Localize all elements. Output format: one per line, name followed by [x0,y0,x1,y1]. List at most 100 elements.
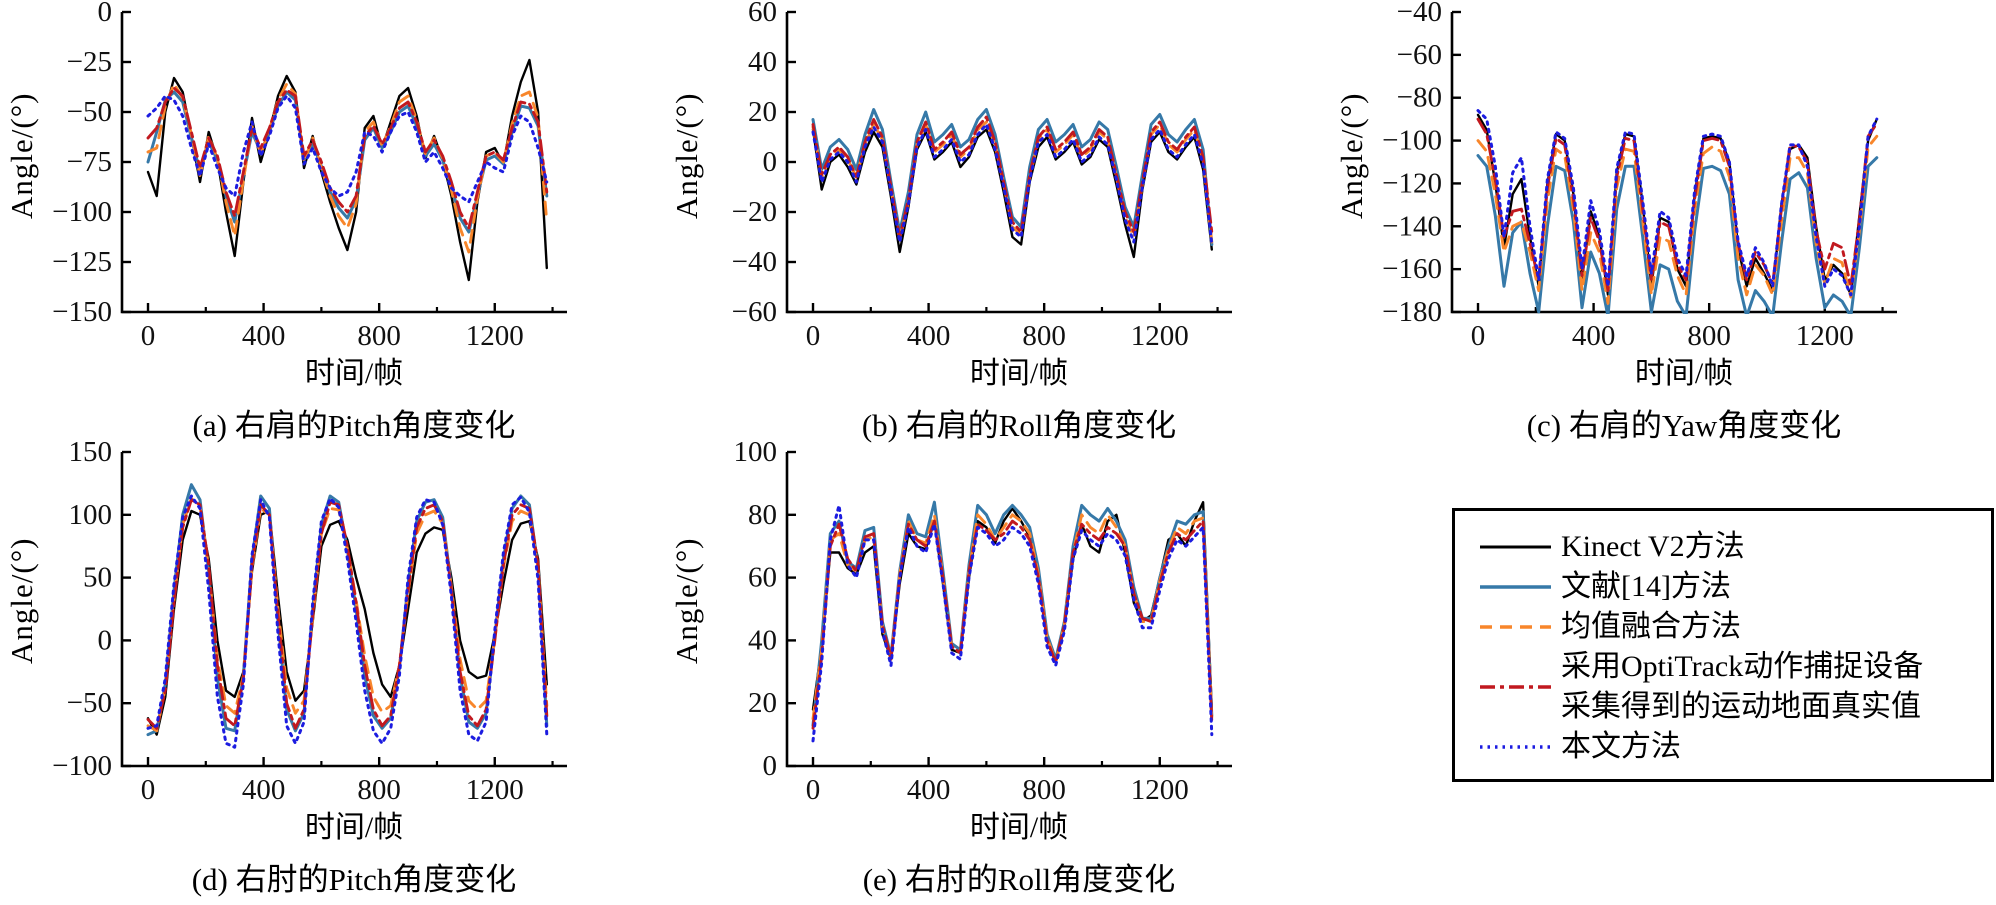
legend-label-line: 采用OptiTrack动作捕捉设备 [1561,650,1924,683]
chart-c-body: Angle/(°) −40 −60 −80 −100 −120 −140 −160 −180 0… [1330,0,1996,356]
chart-c: Angle/(°) −40 −60 −80 −100 −120 −140 −160 −180 0… [1330,0,1996,443]
y-tick-label: −180 [1382,296,1442,328]
legend-swatch-kinect-v2-line [1480,545,1551,549]
x-tick-label: 800 [357,774,401,806]
chart-a-y-axis-label: Angle/(°) [4,92,39,220]
legend-label-line: 文献[14]方法 [1561,570,1731,603]
y-tick-label: 0 [763,146,778,178]
y-tick-label: −25 [67,46,112,78]
legend-item-optitrack-ground-truth: 采用OptiTrack动作捕捉设备 采集得到的运动地面真实值 [1477,647,1983,727]
y-tick-label: −60 [1397,39,1442,71]
y-tick-label: −150 [52,296,112,328]
x-tick-label: 800 [1022,774,1066,806]
y-tick-label: 0 [98,0,113,28]
legend-label-line: 采集得到的运动地面真实值 [1561,690,1921,723]
chart-e-body: Angle/(°) 100 80 60 40 20 0 0 400 800 1200 [665,438,1330,810]
chart-a-plot: 0 −25 −50 −75 −100 −125 −150 0 400 800 1200 [52,0,567,352]
y-tick-label: 100 [69,499,113,531]
chart-a-caption: (a) 右肩的Pitch角度变化 [192,408,516,443]
y-tick-label: 150 [69,438,113,468]
x-tick-label: 0 [141,320,156,352]
y-tick-label: 40 [748,46,777,78]
y-tick-label: −125 [52,246,112,278]
legend: Kinect V2方法 文献[14]方法 均值融合方法采用OptiTrack动作捕捉… [1452,508,1994,782]
chart-a: Angle/(°) 0 −25 −50 −75 −100 −125 −150 0 400 800 1… [0,0,665,443]
series-optitrack-ground-truth [146,498,549,730]
legend-label-mean-fusion: 均值融合方法 [1561,607,1741,647]
y-tick-label: 60 [748,562,777,594]
y-tick-label: 80 [748,499,777,531]
x-tick-label: 400 [242,320,286,352]
chart-b-y-axis-label: Angle/(°) [669,92,704,220]
chart-d-body: Angle/(°) 150 100 50 0 −50 −100 0 400 800 1200 [0,438,665,810]
y-tick-label: 40 [748,624,777,656]
chart-e-plot: 100 80 60 40 20 00 400 800 1200 [734,438,1232,806]
series-reference-14 [1476,154,1879,314]
x-tick-label: 0 [806,774,821,806]
chart-c-caption: (c) 右肩的Yaw角度变化 [1526,408,1842,443]
chart-d-x-axis-label: 时间/帧 [304,811,404,844]
x-tick-label: 0 [141,774,156,806]
series-optitrack-ground-truth [811,519,1214,730]
y-tick-label: 60 [748,0,777,28]
legend-swatch-mean-fusion-line [1480,625,1551,629]
x-tick-label: 400 [907,774,951,806]
legend-item-proposed-method: 本文方法 [1477,727,1983,767]
y-tick-label: 20 [748,96,777,128]
y-tick-label: 0 [763,750,778,782]
y-tick-label: 20 [748,687,777,719]
series-proposed-method [811,503,1214,743]
axis-spines [785,452,1232,768]
series-mean-fusion [146,82,549,254]
series-kinect-v2 [811,128,1213,259]
y-tick-label: 50 [83,562,112,594]
legend-label-kinect-v2: Kinect V2方法 [1561,527,1745,567]
legend-swatch-optitrack-ground-truth-line [1480,685,1551,689]
series-proposed-method [146,94,549,204]
x-tick-label: 1200 [1796,320,1854,352]
y-tick-label: −40 [1397,0,1442,28]
series-kinect-v2 [146,509,548,736]
x-tick-label: 0 [806,320,821,352]
chart-e-x-axis-label: 时间/帧 [969,811,1069,844]
x-tick-label: 1200 [466,320,524,352]
y-tick-label: −80 [1397,82,1442,114]
x-tick-label: 400 [907,320,951,352]
chart-b-caption: (b) 右肩的Roll角度变化 [861,408,1177,443]
series-proposed-method [146,494,549,749]
chart-b-plot: 60 40 20 0 −20 −40 −60 0 400 800 1200 [732,0,1232,352]
chart-d: Angle/(°) 150 100 50 0 −50 −100 0 400 800 1200 时间… [0,438,665,905]
y-tick-label: −120 [1382,167,1442,199]
chart-d-caption: (d) 右肘的Pitch角度变化 [191,862,517,897]
x-tick-label: 1200 [1131,774,1189,806]
series-kinect-v2 [146,58,548,282]
chart-b-body: Angle/(°) 60 40 20 0 −20 −40 −60 0 400 800 1200 [665,0,1330,356]
legend-label-line: 本文方法 [1561,730,1681,763]
y-tick-label: −100 [52,750,112,782]
x-tick-label: 0 [1471,320,1486,352]
legend-cell: Kinect V2方法 文献[14]方法 均值融合方法采用OptiTrack动作捕捉… [1330,438,1996,905]
chart-c-plot: −40 −60 −80 −100 −120 −140 −160 −180 0 400 800 1200 [1382,0,1897,352]
chart-a-body: Angle/(°) 0 −25 −50 −75 −100 −125 −150 0 400 800 1… [0,0,665,356]
chart-c-x-axis-label: 时间/帧 [1634,357,1734,390]
chart-e-y-axis-label: Angle/(°) [669,537,704,665]
y-tick-label: 0 [98,624,113,656]
y-tick-label: −60 [732,296,777,328]
y-tick-label: −100 [52,196,112,228]
legend-item-kinect-v2: Kinect V2方法 [1477,527,1983,567]
x-tick-label: 400 [242,774,286,806]
legend-label-line: Kinect V2方法 [1561,530,1745,563]
x-tick-label: 400 [1572,320,1616,352]
y-tick-label: −50 [67,96,112,128]
series-proposed-method [811,123,1214,246]
legend-label-proposed-method: 本文方法 [1561,727,1681,767]
y-tick-label: 100 [734,438,778,468]
legend-swatch-reference-14-line [1480,585,1551,589]
chart-e: Angle/(°) 100 80 60 40 20 0 0 400 800 1200 时间/帧 (… [665,438,1330,905]
y-tick-label: −100 [1382,125,1442,157]
legend-swatch-proposed-method-line [1480,745,1551,749]
y-tick-label: −160 [1382,253,1442,285]
chart-b-x-axis-label: 时间/帧 [969,357,1069,390]
legend-label-line: 均值融合方法 [1561,610,1741,643]
